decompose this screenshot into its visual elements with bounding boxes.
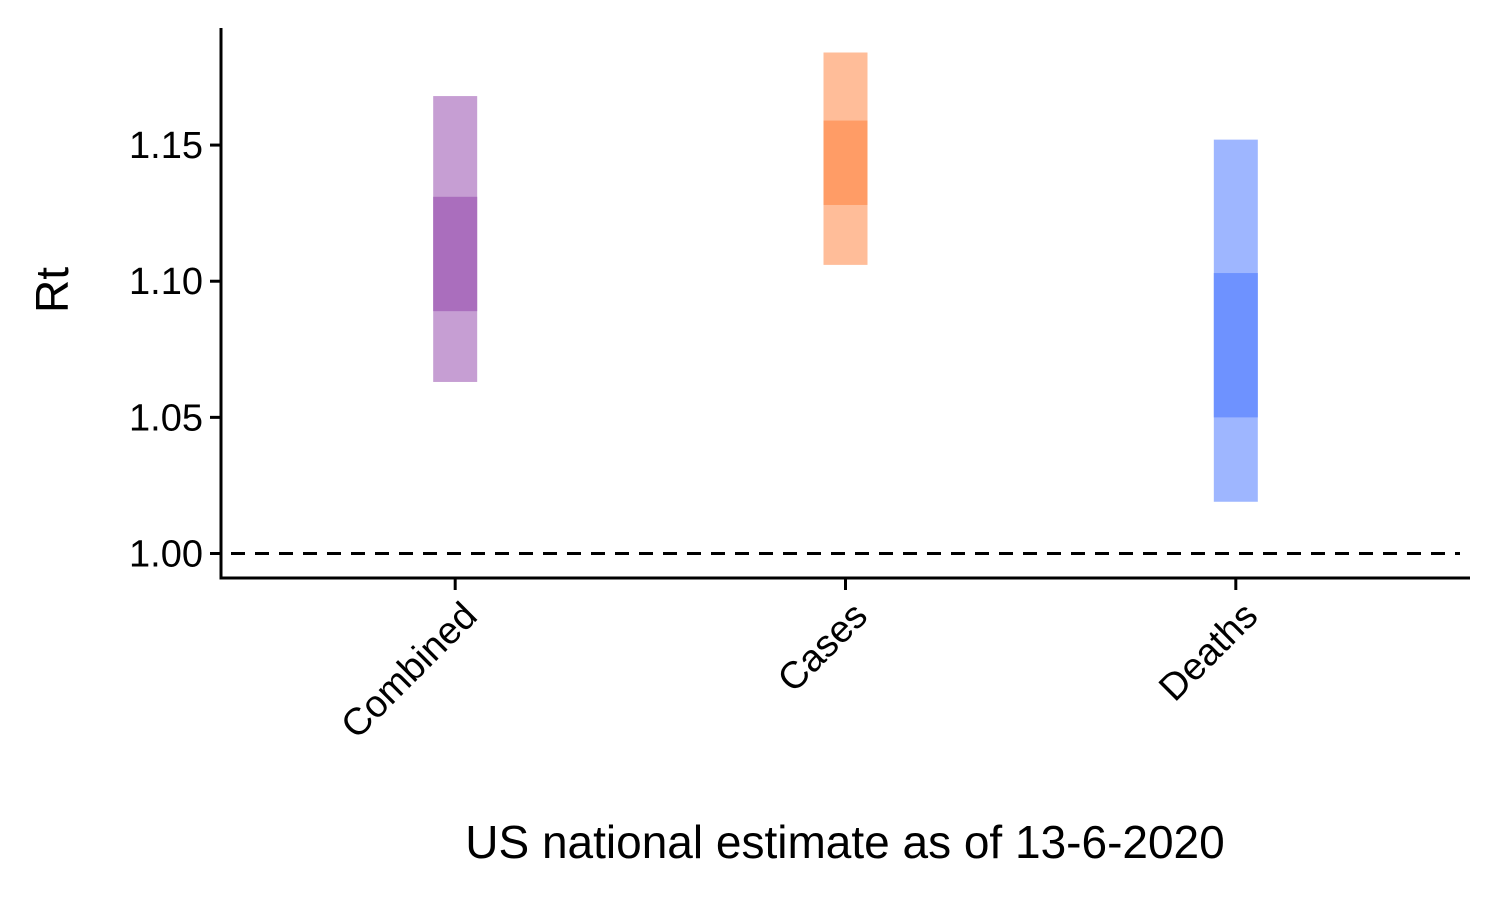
y-tick-label: 1.05 (129, 397, 203, 439)
x-tick-label-cases: Cases (770, 595, 876, 701)
interval-bars (433, 52, 1258, 502)
y-tick-label: 1.10 (129, 261, 203, 303)
x-ticks: Combined Cases Deaths (333, 578, 1266, 747)
interval-inner-combined (433, 196, 478, 312)
x-tick-label-combined: Combined (333, 595, 485, 747)
interval-inner-cases (823, 120, 868, 205)
y-ticks: 1.00 1.05 1.10 1.15 (129, 125, 221, 575)
x-axis-title: US national estimate as of 13-6-2020 (465, 816, 1224, 868)
y-tick-label: 1.00 (129, 533, 203, 575)
x-tick-label-deaths: Deaths (1151, 595, 1266, 710)
plot-area (231, 52, 1460, 555)
y-tick-label: 1.15 (129, 125, 203, 167)
y-axis-title: Rt (26, 267, 78, 313)
interval-inner-deaths (1213, 273, 1258, 418)
